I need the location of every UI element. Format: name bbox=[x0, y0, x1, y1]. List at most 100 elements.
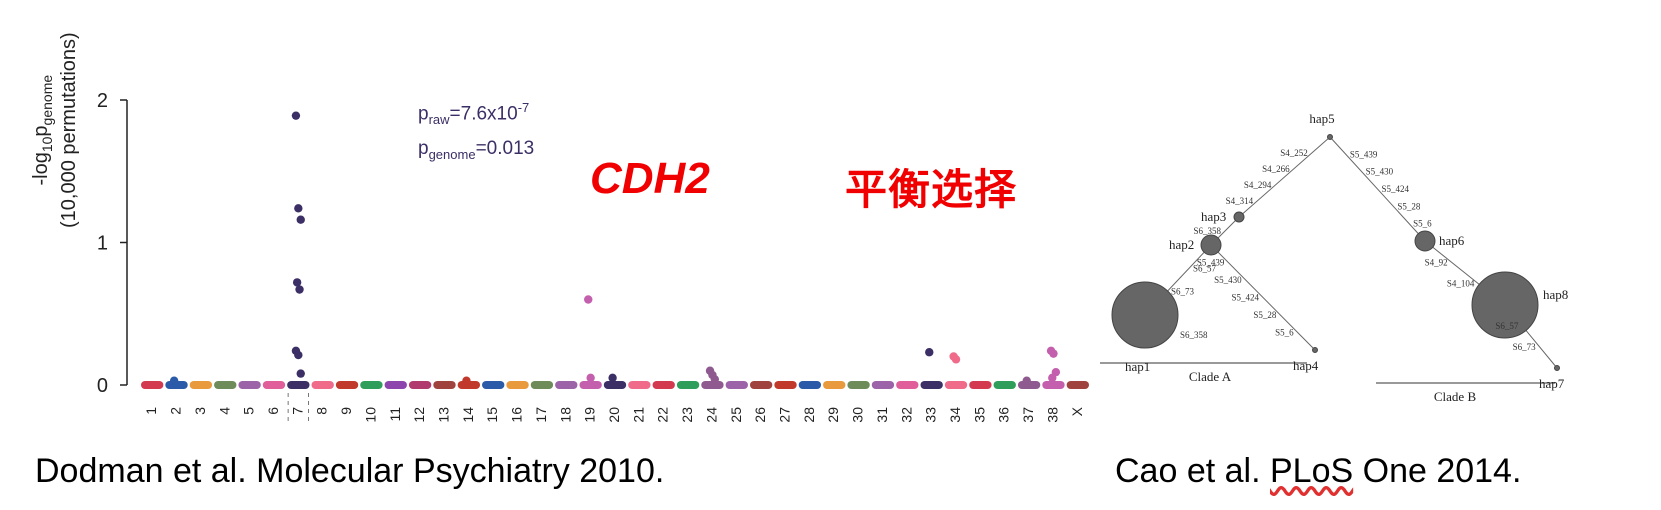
chromosome-band-36 bbox=[993, 381, 1016, 389]
haplotype-node-hap4 bbox=[1312, 347, 1318, 353]
x-tick-label: 31 bbox=[874, 407, 890, 423]
x-tick-label: 36 bbox=[996, 407, 1012, 423]
x-tick-label: 38 bbox=[1044, 407, 1060, 423]
x-tick-label: 2 bbox=[168, 407, 184, 415]
chromosome-band-26 bbox=[749, 381, 773, 389]
data-point-chr38 bbox=[1048, 373, 1057, 383]
citation-left: Dodman et al. Molecular Psychiatry 2010. bbox=[35, 452, 665, 490]
chromosome-band-11 bbox=[384, 381, 407, 389]
mutation-label: S4_92 bbox=[1425, 257, 1448, 267]
x-tick-label: 25 bbox=[728, 407, 744, 423]
y-tick-label: 0 bbox=[97, 375, 108, 397]
haplotype-node-hap7 bbox=[1554, 365, 1560, 371]
chromosome-band-23 bbox=[676, 381, 700, 389]
x-tick-label: 14 bbox=[460, 407, 476, 423]
haplotype-node-hap5 bbox=[1327, 134, 1333, 140]
chromosome-band-30 bbox=[847, 381, 870, 389]
x-tick-label: 29 bbox=[825, 407, 841, 423]
data-point-chr33 bbox=[925, 348, 934, 357]
mutation-label: S5_430 bbox=[1214, 275, 1242, 285]
x-tick-label: 5 bbox=[241, 407, 257, 415]
x-tick-label: 1 bbox=[143, 407, 159, 415]
mutation-label: S6_73 bbox=[1171, 287, 1195, 297]
node-label-hap5: hap5 bbox=[1309, 111, 1334, 126]
chromosome-band-25 bbox=[725, 381, 748, 389]
x-tick-label: 27 bbox=[777, 407, 793, 423]
citation-right: Cao et al. PLoS One 2014. bbox=[1115, 452, 1522, 490]
manhattan-plot: 012 1 2 3 4 5 6 7 8 9 10 11 12 13 14 15 16 17 18 19 20 21 22 2… bbox=[97, 90, 1089, 423]
clade-b-label: Clade B bbox=[1434, 389, 1477, 404]
x-tick-label: 35 bbox=[971, 407, 987, 423]
x-tick-label: 15 bbox=[484, 407, 500, 423]
x-tick-label: 8 bbox=[314, 407, 330, 415]
gene-label: CDH2 bbox=[590, 154, 710, 203]
x-tick-label: 17 bbox=[533, 407, 549, 423]
y-tick-label: 1 bbox=[97, 233, 108, 255]
data-point-chr38 bbox=[1049, 349, 1058, 358]
chromosome-band-29 bbox=[823, 381, 846, 389]
mutation-label: S5_439 bbox=[1350, 149, 1378, 159]
chromosome-band-6 bbox=[262, 381, 286, 389]
x-tick-label: 30 bbox=[850, 407, 866, 423]
x-tick-label: 20 bbox=[606, 407, 622, 423]
chromosome-band-X bbox=[1066, 381, 1089, 389]
node-label-hap7: hap7 bbox=[1539, 376, 1565, 391]
x-tick-label: 12 bbox=[411, 407, 427, 423]
chromosome-band-16 bbox=[506, 381, 529, 389]
chromosome-band-13 bbox=[433, 381, 456, 389]
data-point-chr20 bbox=[608, 373, 617, 383]
chromosome-band-24 bbox=[701, 381, 724, 389]
data-point-chr7 bbox=[296, 369, 305, 378]
haplotype-node-hap6 bbox=[1414, 230, 1436, 252]
x-tick-label: 24 bbox=[703, 407, 719, 423]
clade-a-label: Clade A bbox=[1189, 369, 1232, 384]
data-point-chr2 bbox=[169, 376, 179, 385]
x-tick-label: 19 bbox=[582, 407, 598, 423]
haplotype-tree: hap5 hap3 hap2 hap1 hap4 hap6 hap8 hap7 S4_252 S4… bbox=[1100, 111, 1568, 404]
node-label-hap6: hap6 bbox=[1439, 233, 1465, 248]
x-tick-label: 21 bbox=[630, 407, 646, 423]
chromosome-band-18 bbox=[555, 381, 578, 389]
x-tick-label: 6 bbox=[265, 407, 281, 415]
chromosome-band-35 bbox=[969, 381, 992, 389]
tree-edge bbox=[1238, 136, 1331, 218]
chromosome-band-22 bbox=[652, 381, 675, 389]
mutation-label: S4_252 bbox=[1280, 148, 1308, 158]
mutation-label: S4_294 bbox=[1244, 180, 1272, 190]
x-tick-label: 16 bbox=[509, 407, 525, 423]
data-point-chr19 bbox=[584, 295, 593, 304]
x-tick-label: 26 bbox=[752, 407, 768, 423]
chromosome-band-38 bbox=[1042, 381, 1065, 389]
data-point-chr7 bbox=[291, 111, 301, 120]
mutation-label: S5_6 bbox=[1413, 219, 1432, 229]
chromosome-band-12 bbox=[408, 381, 432, 389]
chromosome-band-34 bbox=[944, 381, 968, 389]
x-tick-label: 9 bbox=[338, 407, 354, 415]
tree-edge bbox=[1210, 244, 1316, 351]
p-genome-annotation: pgenome=0.013 bbox=[418, 138, 535, 162]
mutation-label: S5_439 bbox=[1197, 258, 1225, 268]
x-tick-label: 37 bbox=[1020, 407, 1036, 423]
node-label-hap4: hap4 bbox=[1293, 358, 1319, 373]
x-tick-label: 28 bbox=[801, 407, 817, 423]
y-axis-label: -log10pgenome (10,000 permutations) bbox=[30, 32, 80, 228]
mutation-label: S6_57 bbox=[1193, 263, 1217, 273]
chromosome-band-28 bbox=[798, 381, 822, 389]
x-tick-label: 23 bbox=[679, 407, 695, 423]
x-tick-label: 22 bbox=[655, 407, 671, 423]
x-tick-label: 18 bbox=[557, 407, 573, 423]
x-tick-label: 34 bbox=[947, 407, 963, 423]
x-tick-label: 10 bbox=[362, 407, 378, 423]
data-point-chr37 bbox=[1022, 376, 1031, 385]
mutation-label: S6_358 bbox=[1180, 330, 1208, 340]
chromosome-band-7 bbox=[287, 381, 310, 389]
x-tick-label: 32 bbox=[898, 407, 914, 423]
x-tick-label: X bbox=[1069, 406, 1085, 416]
data-point-chr7 bbox=[296, 215, 305, 224]
x-tick-label: 7 bbox=[289, 407, 305, 415]
x-tick-label: 33 bbox=[923, 407, 939, 423]
chromosome-band-5 bbox=[238, 381, 261, 389]
data-point-chr7 bbox=[294, 204, 303, 213]
mutation-label: S6_358 bbox=[1193, 226, 1221, 236]
data-point-chr7 bbox=[295, 285, 304, 294]
